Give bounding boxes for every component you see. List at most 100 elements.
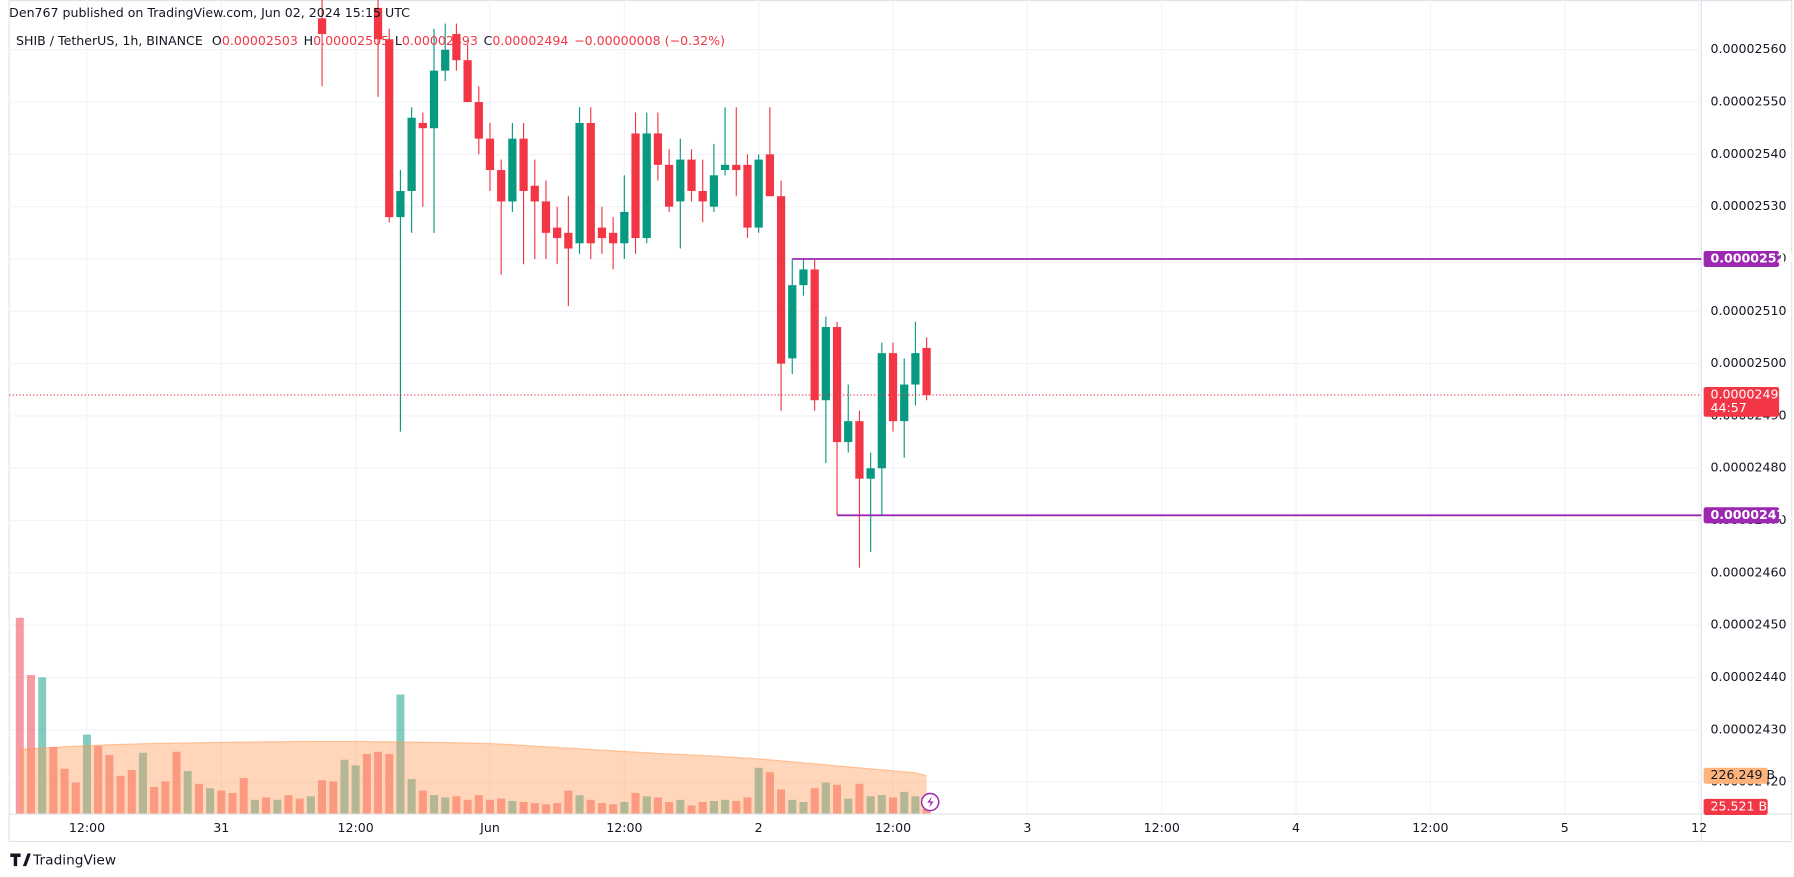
volume-bar <box>26 675 35 814</box>
candle-body <box>553 227 562 239</box>
volume-bar <box>228 792 237 814</box>
frame <box>8 0 1793 843</box>
volume-bar <box>127 769 136 814</box>
ohlc-key: L <box>395 33 402 48</box>
lightning-icon[interactable] <box>920 792 940 812</box>
x-tick-label: 3 <box>1023 820 1031 835</box>
volume-bar <box>295 798 304 814</box>
brand-logo: TradingView <box>10 852 116 868</box>
y-tick-label: 0.00002560 <box>1710 41 1786 56</box>
x-tick-label: 12 <box>1691 820 1707 835</box>
candle-body <box>900 384 909 422</box>
symbol-line: SHIB / TetherUS, 1h, BINANCE O0.00002503 H… <box>16 33 725 48</box>
volume-bar <box>631 792 640 814</box>
volume-ma-label-box <box>1703 767 1768 784</box>
volume-bar <box>575 795 584 814</box>
x-tick-label: 5 <box>1561 820 1569 835</box>
candle-body <box>765 154 774 197</box>
candle-body <box>788 285 797 359</box>
x-tick-label: 12:00 <box>69 820 105 835</box>
volume-bar <box>150 787 159 814</box>
candle-body <box>698 190 707 202</box>
symbol: SHIB / TetherUS, 1h, BINANCE <box>16 33 203 48</box>
candle-body <box>407 117 416 191</box>
volume-bar <box>821 782 830 814</box>
volume-bar <box>262 797 271 814</box>
volume-bar <box>508 800 517 814</box>
volume-bar <box>642 796 651 814</box>
candle-body <box>609 232 618 244</box>
volume-bar <box>889 797 898 814</box>
volume-bar <box>709 800 718 814</box>
volume-bar <box>385 753 394 814</box>
candle-body <box>810 269 819 401</box>
candle-body <box>911 353 920 385</box>
volume-ma-line <box>19 740 927 777</box>
level-label-box <box>1703 507 1780 524</box>
candle-body <box>732 164 741 171</box>
volume-bar <box>116 775 125 814</box>
candle-body <box>497 170 506 202</box>
volume-bar <box>329 781 338 814</box>
candle-body <box>799 269 808 286</box>
candle-body <box>418 122 427 129</box>
volume-bar <box>183 771 192 814</box>
grid <box>9 0 1702 814</box>
volume-bar <box>530 803 539 814</box>
ohlc-key: C <box>484 33 493 48</box>
volume-bar <box>653 797 662 814</box>
volume-pane <box>15 617 931 814</box>
y-tick-label: 0.00002530 <box>1710 198 1786 213</box>
volume-bar <box>485 799 494 814</box>
volume-bar <box>138 752 147 814</box>
candle-body <box>888 353 898 422</box>
volume-bar <box>553 803 562 814</box>
volume-bar <box>788 799 797 814</box>
y-tick-label: 0.00002460 <box>1710 564 1786 579</box>
x-tick-label: 12:00 <box>338 820 374 835</box>
candle-body <box>597 227 607 239</box>
volume-bar <box>273 799 282 814</box>
volume-bar <box>407 779 416 814</box>
y-tick-label: 0.00002450 <box>1710 617 1786 632</box>
level-label: 0.00002520 <box>1710 250 1794 265</box>
volume-bar <box>687 805 696 814</box>
candle-body <box>519 138 528 191</box>
candle-body <box>922 347 931 395</box>
candle-body <box>575 122 584 244</box>
icon-bolt[interactable] <box>927 796 934 808</box>
level-label: 0.00002471 <box>1710 507 1794 522</box>
volume-label-box <box>1703 798 1768 815</box>
volume-bar <box>60 768 69 814</box>
candle-body <box>754 159 763 228</box>
volume-bar <box>452 796 461 814</box>
level-label-box <box>1703 250 1780 267</box>
volume-bar <box>15 617 24 814</box>
candle-body <box>709 175 719 207</box>
x-tick-label: 2 <box>755 820 763 835</box>
candle-body <box>373 7 383 40</box>
x-tick-label: 12:00 <box>875 820 911 835</box>
y-tick-label: 0.00002510 <box>1710 303 1786 318</box>
volume-bar <box>49 747 58 814</box>
volume-bar <box>833 784 842 814</box>
candle-body <box>530 185 539 202</box>
candle-body <box>664 164 674 207</box>
candle-body <box>586 122 595 244</box>
volume-label: 25.521 B <box>1710 798 1767 813</box>
volume-bar <box>38 677 47 814</box>
y-tick-label: 0.00002440 <box>1710 669 1786 684</box>
volume-bar <box>799 801 808 814</box>
volume-bar <box>541 804 550 814</box>
volume-bar <box>922 809 931 814</box>
last-price-label: 0.00002494 <box>1710 386 1786 401</box>
volume-bar <box>844 798 853 814</box>
change: −0.00000008 (−0.32%) <box>574 33 725 48</box>
candle-body <box>877 353 886 469</box>
candle-body <box>474 102 483 139</box>
volume-bar <box>586 799 595 814</box>
candle-body <box>720 164 730 171</box>
volume-bar <box>765 772 774 814</box>
